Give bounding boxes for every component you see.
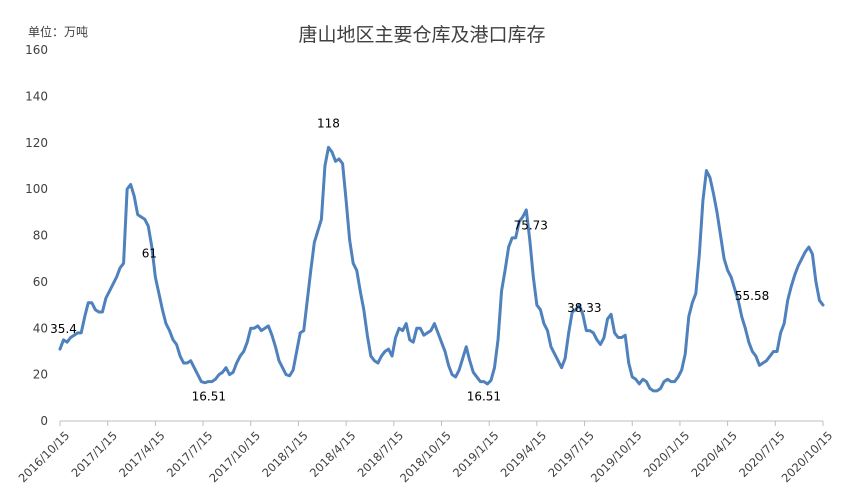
x-tick-label: 2016/10/15	[16, 428, 73, 485]
chart-title: 唐山地区主要仓库及港口库存	[298, 24, 545, 46]
data-label: 118	[317, 116, 340, 130]
data-label: 55.58	[735, 289, 769, 303]
x-tick-label: 2020/1/15	[641, 428, 693, 480]
x-tick-label: 2017/4/15	[116, 428, 168, 480]
y-tick-label: 60	[33, 275, 48, 289]
x-tick-label: 2017/10/15	[206, 428, 263, 485]
x-tick-label: 2018/7/15	[355, 428, 407, 480]
x-tick-label: 2019/7/15	[545, 428, 597, 480]
x-tick-label: 2020/4/15	[688, 428, 740, 480]
y-tick-label: 40	[33, 321, 48, 335]
data-label: 75.73	[514, 218, 548, 232]
y-axis: 0 20 40 60 80 100 120 140 160	[25, 43, 48, 428]
x-tick-label: 2019/1/15	[450, 428, 502, 480]
x-tick-label: 2018/1/15	[259, 428, 311, 480]
x-tick-label: 2020/7/15	[736, 428, 788, 480]
y-tick-label: 80	[33, 229, 48, 243]
x-axis: 2016/10/152017/1/152017/4/152017/7/15201…	[16, 420, 836, 485]
data-label: 35.4	[50, 322, 77, 336]
y-tick-label: 20	[33, 368, 48, 382]
y-tick-label: 0	[40, 414, 48, 428]
data-label: 16.51	[467, 390, 501, 404]
x-tick-label: 2018/4/15	[307, 428, 359, 480]
y-tick-label: 160	[25, 43, 48, 57]
series-line	[58, 145, 825, 393]
data-label: 16.51	[192, 390, 226, 404]
y-tick-label: 120	[25, 136, 48, 150]
y-tick-label: 100	[25, 182, 48, 196]
x-tick-label: 2020/10/15	[779, 428, 836, 485]
x-tick-label: 2019/4/15	[498, 428, 550, 480]
x-tick-label: 2018/10/15	[397, 428, 454, 485]
data-label: 61	[142, 247, 157, 261]
y-tick-label: 140	[25, 89, 48, 103]
unit-label: 单位：万吨	[28, 24, 88, 39]
x-tick-label: 2017/7/15	[164, 428, 216, 480]
series-group	[58, 145, 825, 393]
data-label: 38.33	[567, 301, 601, 315]
x-tick-label: 2017/1/15	[68, 428, 120, 480]
x-tick-label: 2019/10/15	[588, 428, 645, 485]
data-labels: 35.4 61 16.51 118 16.51 75.73 38.33 55.58	[50, 116, 769, 403]
